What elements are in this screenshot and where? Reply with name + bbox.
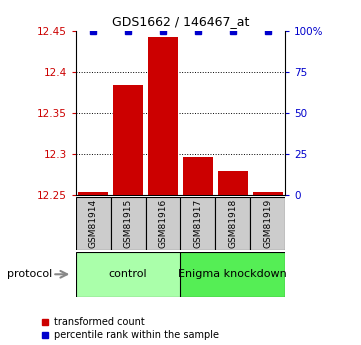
Text: GSM81917: GSM81917: [193, 199, 203, 248]
Legend: transformed count, percentile rank within the sample: transformed count, percentile rank withi…: [41, 317, 219, 340]
Text: GSM81919: GSM81919: [263, 199, 272, 248]
Bar: [180, 252, 285, 297]
Text: protocol: protocol: [7, 269, 52, 279]
Bar: [253, 193, 283, 195]
Bar: [76, 252, 180, 297]
Bar: [218, 171, 248, 195]
Text: Enigma knockdown: Enigma knockdown: [178, 269, 287, 279]
Bar: [148, 37, 178, 195]
Title: GDS1662 / 146467_at: GDS1662 / 146467_at: [112, 16, 249, 29]
Text: control: control: [109, 269, 147, 279]
Bar: [180, 197, 216, 250]
Bar: [78, 193, 108, 195]
Bar: [183, 157, 213, 195]
Text: GSM81915: GSM81915: [124, 199, 132, 248]
Bar: [111, 197, 145, 250]
Bar: [145, 197, 180, 250]
Text: GSM81916: GSM81916: [158, 199, 168, 248]
Text: GSM81918: GSM81918: [229, 199, 237, 248]
Bar: [250, 197, 285, 250]
Bar: [76, 197, 111, 250]
Bar: [216, 197, 250, 250]
Text: GSM81914: GSM81914: [89, 199, 98, 248]
Bar: [113, 85, 143, 195]
